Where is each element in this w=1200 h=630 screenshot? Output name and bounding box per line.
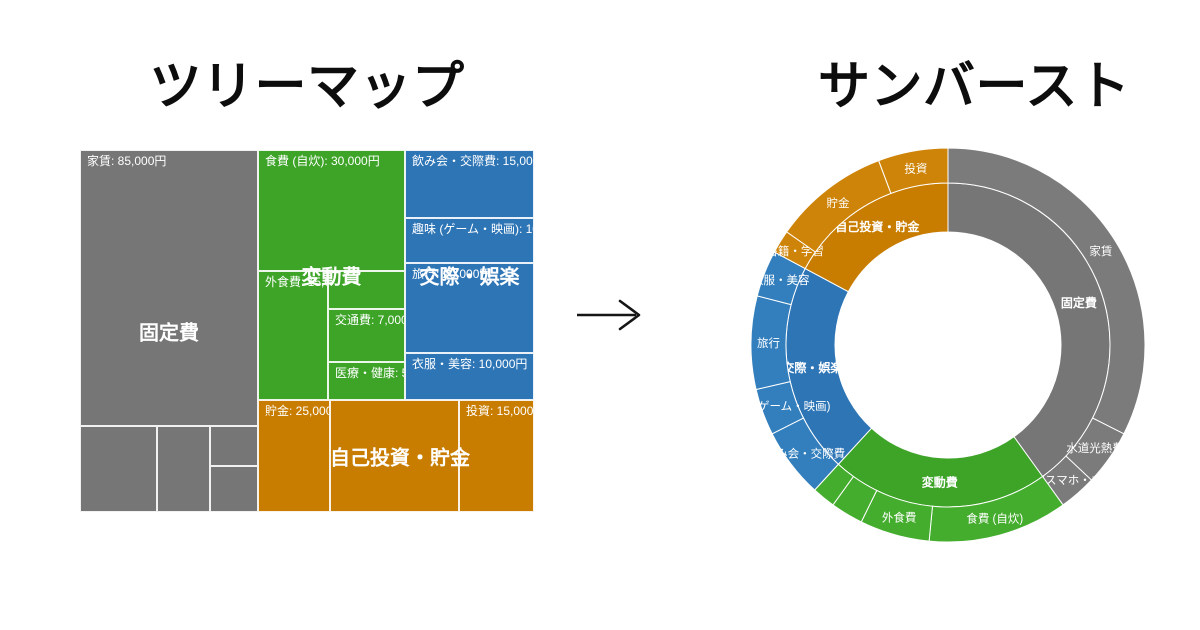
svg-text:外食費: 外食費 xyxy=(882,511,917,525)
svg-text:趣味 (ゲーム・映画): 趣味 (ゲーム・映画) xyxy=(728,399,831,413)
svg-text:飲み会・交際費: 飲み会・交際費 xyxy=(765,446,846,460)
svg-text:交際・娯楽: 交際・娯楽 xyxy=(782,360,843,375)
svg-text:衣服・美容: 衣服・美容 xyxy=(752,273,810,287)
svg-text:自己投資・貯金: 自己投資・貯金 xyxy=(835,219,920,234)
svg-text:固定費: 固定費 xyxy=(1061,295,1097,310)
svg-text:水道光熱費: 水道光熱費 xyxy=(1066,441,1124,455)
svg-text:貯金: 貯金 xyxy=(827,196,850,210)
svg-text:食費 (自炊): 食費 (自炊) xyxy=(966,511,1023,525)
svg-text:家賃: 家賃 xyxy=(1089,244,1112,258)
svg-text:旅行: 旅行 xyxy=(757,336,780,350)
svg-text:変動費: 変動費 xyxy=(922,474,958,489)
svg-text:投資: 投資 xyxy=(904,161,927,175)
